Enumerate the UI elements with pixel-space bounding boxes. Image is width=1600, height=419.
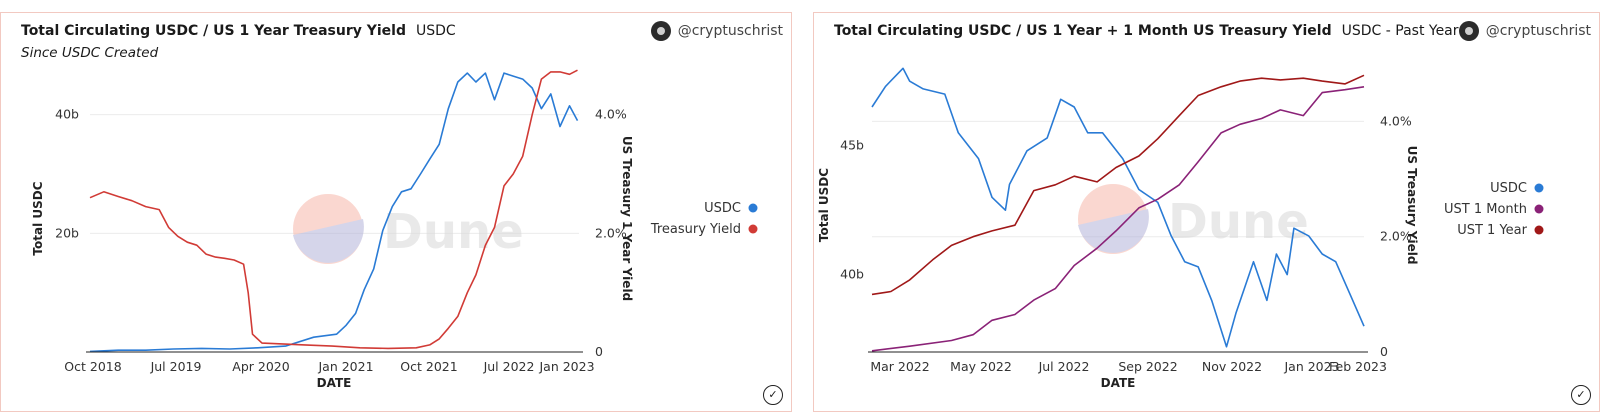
y2-tick-label: 2.0%	[595, 225, 627, 240]
author-link[interactable]: @cryptuschrist	[1458, 21, 1591, 41]
dune-watermark-logo: Dune	[1078, 184, 1309, 254]
chart-svg: Dune Mar 2022 May 2022 Jul 2022 Sep 2022 Nov …	[817, 67, 1544, 390]
avatar	[650, 21, 671, 41]
chart-title: Total Circulating USDC / US 1 Year Treas…	[21, 23, 456, 39]
dune-watermark-logo: Dune	[293, 194, 524, 264]
y-axis-label: Total USDC	[31, 181, 45, 255]
series-line-ust-1-month	[871, 86, 1365, 352]
x-tick-label: Jan 2021	[317, 359, 373, 374]
legend-label: USDC	[704, 201, 741, 216]
chart-panel-usdc-since-created: Total Circulating USDC / US 1 Year Treas…	[0, 12, 792, 412]
x-tick-label: Jul 2022	[1038, 359, 1090, 374]
legend-label: Treasury Yield	[650, 222, 741, 237]
y2-tick-label: 4.0%	[1380, 113, 1412, 128]
y2-axis-label: US Treasury Yield	[1405, 146, 1419, 265]
y2-tick-label: 2.0%	[1380, 229, 1412, 244]
x-axis-label: DATE	[1101, 376, 1136, 390]
y2-axis-label: US Treasury 1 Year Yield	[620, 136, 634, 301]
check-circle-icon[interactable]: ✓	[1571, 385, 1591, 405]
y-axis-label: Total USDC	[817, 168, 831, 242]
series-line-usdc	[871, 67, 1365, 348]
series-line-treasury-yield	[89, 69, 578, 350]
watermark-half	[293, 219, 364, 263]
author-name: @cryptuschrist	[1485, 23, 1591, 39]
x-tick-label: Mar 2022	[870, 359, 929, 374]
x-tick-label: Jan 2023	[1283, 359, 1339, 374]
legend-swatch	[1534, 225, 1544, 235]
x-tick-label: Oct 2018	[64, 359, 121, 374]
watermark-wordmark: Dune	[383, 204, 524, 260]
x-tick-label: Nov 2022	[1202, 359, 1262, 374]
watermark-wordmark: Dune	[1168, 194, 1309, 250]
y-tick-label: 45b	[840, 138, 864, 153]
chart-subtitle-label: USDC	[416, 23, 456, 39]
x-tick-label: Sep 2022	[1118, 359, 1177, 374]
y2-tick-label: 4.0%	[595, 107, 627, 122]
x-tick-label: Jan 2023	[538, 359, 594, 374]
legend-swatch	[1534, 183, 1544, 193]
watermark-half	[1078, 209, 1149, 253]
chart-title: Total Circulating USDC / US 1 Year + 1 M…	[834, 23, 1459, 39]
check-circle-icon[interactable]: ✓	[763, 385, 783, 405]
series-line-ust-1-year	[871, 74, 1365, 296]
legend-swatch	[1534, 204, 1544, 214]
y-tick-label: 40b	[55, 107, 79, 122]
chart-subtitle-label: USDC - Past Year	[1341, 23, 1459, 39]
legend-label: UST 1 Month	[1444, 202, 1527, 217]
x-tick-label: Jul 2022	[483, 359, 535, 374]
y-tick-label: 20b	[55, 225, 79, 240]
author-name: @cryptuschrist	[677, 23, 783, 39]
x-tick-label: Jul 2019	[150, 359, 202, 374]
legend-label: USDC	[1490, 181, 1527, 196]
chart-svg: Dune Oct 2018 Jul 2019 Apr 2020 Jan 2021 Oct …	[31, 69, 758, 390]
legend-label: UST 1 Year	[1457, 223, 1527, 238]
avatar	[1458, 21, 1479, 41]
y2-tick-label: 0	[595, 344, 603, 359]
chart-panel-usdc-past-year: Total Circulating USDC / US 1 Year + 1 M…	[813, 12, 1600, 412]
x-tick-label: Oct 2021	[400, 359, 457, 374]
author-link[interactable]: @cryptuschrist	[650, 21, 783, 41]
legend-swatch	[748, 224, 758, 234]
y2-tick-label: 0	[1380, 344, 1388, 359]
legend-swatch	[748, 203, 758, 213]
x-tick-label: Apr 2020	[232, 359, 289, 374]
x-tick-label: Feb 2023	[1329, 359, 1387, 374]
chart-subtitle: Since USDC Created	[21, 45, 159, 61]
y-tick-label: 40b	[840, 267, 864, 282]
x-tick-label: May 2022	[950, 359, 1012, 374]
x-axis-label: DATE	[317, 376, 352, 390]
series-line-usdc	[89, 72, 579, 353]
